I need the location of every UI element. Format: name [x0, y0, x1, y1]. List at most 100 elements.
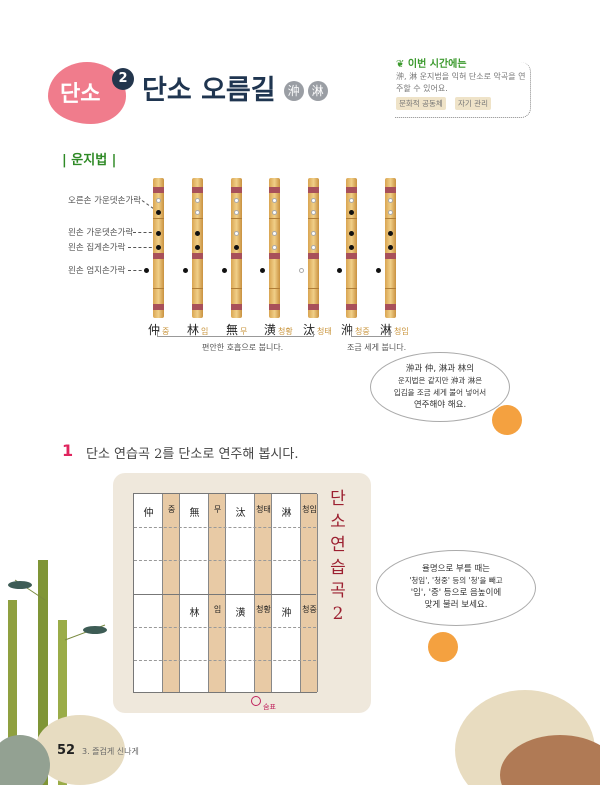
jeongganbo-score: 仲 중 無 무 汰 청태 淋 청임 林 임 潢 청황 㳞 청중: [133, 493, 318, 693]
goal-title-text: 이번 시간에는: [407, 59, 467, 70]
note-reading: 청임: [394, 327, 409, 336]
score-cell: 청황: [256, 605, 271, 614]
danso-flute: [346, 178, 357, 318]
finger-hole-open: [272, 210, 277, 215]
flute-node: [153, 218, 164, 219]
score-cell: 淋: [281, 508, 292, 519]
flute-node: [269, 288, 280, 289]
note-hanja: 林: [187, 323, 200, 337]
danso-flute: [385, 178, 396, 318]
flute-band: [269, 304, 280, 310]
finger-hole-closed: [349, 245, 354, 250]
flute-band: [153, 304, 164, 310]
note-label: 汰 청태: [303, 321, 332, 338]
flute-band: [269, 187, 280, 193]
breath-mark-icon: [251, 696, 261, 706]
flute-node: [231, 218, 242, 219]
finger-hole-open: [349, 198, 354, 203]
score-title: 단소 연습곡 2: [326, 488, 350, 626]
note-label: 潢 청황: [264, 321, 293, 338]
flute-band: [153, 253, 164, 259]
flute-node: [346, 288, 357, 289]
flute-band: [231, 187, 242, 193]
score-column: [255, 494, 272, 692]
speech-bubble: 㳞과 仲, 淋과 林의 운지법은 같지만 㳞과 淋은 입김을 조금 세게 불어 넣어…: [370, 352, 510, 422]
note-reading: 임: [201, 327, 209, 336]
score-column: [226, 494, 255, 692]
finger-label: 오른손 가운뎃손가락: [68, 196, 142, 206]
score-row-line: [134, 527, 316, 528]
flute-node: [308, 218, 319, 219]
score-cell: 청임: [302, 505, 317, 514]
score-row-line: [134, 594, 316, 595]
flute-band: [346, 187, 357, 193]
danso-flute: [269, 178, 280, 318]
flute-band: [231, 304, 242, 310]
flute-band: [385, 304, 396, 310]
score-column: [134, 494, 163, 692]
flute-node: [269, 218, 280, 219]
flute-band: [231, 253, 242, 259]
finger-hole-open: [272, 231, 277, 236]
thumb-hole-closed: [260, 268, 265, 273]
finger-hole-open: [272, 245, 277, 250]
thumb-hole-closed: [222, 268, 227, 273]
finger-hole-open: [311, 231, 316, 236]
bracket: [351, 331, 391, 337]
chapter-title: 3. 즐겁게 신나게: [82, 747, 139, 756]
thumb-hole-closed: [376, 268, 381, 273]
score-column: [209, 494, 226, 692]
finger-hole-open: [388, 210, 393, 215]
flute-band: [192, 253, 203, 259]
score-row-line: [134, 627, 316, 628]
finger-hole-open: [388, 198, 393, 203]
thumb-hole-closed: [337, 268, 342, 273]
leader-line: [133, 232, 157, 233]
score-cell: 㳞: [281, 608, 292, 619]
bubble-line: 연주해야 해요.: [413, 400, 467, 410]
flute-node: [346, 218, 357, 219]
flute-band: [153, 187, 164, 193]
flute-band: [308, 253, 319, 259]
leader-line: [141, 200, 154, 209]
goal-title: ❦ 이번 시간에는: [396, 55, 470, 70]
note-reading: 청중: [355, 327, 370, 336]
finger-hole-open: [234, 198, 239, 203]
finger-hole-closed: [349, 210, 354, 215]
leader-line: [128, 247, 157, 248]
flute-node: [231, 288, 242, 289]
bracket-note: 편안한 호흡으로 붑니다.: [202, 343, 284, 352]
note-hanja: 㳞: [341, 323, 354, 337]
hanja-badge: 㳞: [283, 80, 304, 101]
lesson-number: 2: [112, 68, 134, 90]
thumb-hole-closed: [183, 268, 188, 273]
thumb-hole-open: [299, 268, 304, 273]
finger-hole-open: [234, 210, 239, 215]
note-reading: 중: [162, 327, 170, 336]
finger-hole-closed: [388, 231, 393, 236]
finger-hole-open: [234, 231, 239, 236]
flute-node: [192, 218, 203, 219]
sprout-icon: ❦: [396, 59, 408, 70]
thumb-hole-closed: [144, 268, 149, 273]
breath-mark-label: 숨표: [263, 703, 276, 711]
flute-band: [308, 304, 319, 310]
question-text: 단소 연습곡 2를 단소로 연주해 봅시다.: [86, 447, 299, 462]
page-title: 단소 오름길: [142, 75, 276, 106]
score-column: [180, 494, 209, 692]
finger-hole-open: [311, 198, 316, 203]
finger-hole-closed: [156, 210, 161, 215]
note-reading: 무: [240, 327, 248, 336]
danso-flute: [231, 178, 242, 318]
score-cell: 임: [213, 605, 222, 614]
flute-band: [346, 304, 357, 310]
score-title-text: 단소 연습곡 2: [330, 489, 346, 624]
goal-text: 㳞, 淋 운지법을 익혀 단소로 악곡을 연주할 수 있어요.: [396, 72, 526, 93]
score-row-line: [134, 560, 316, 561]
finger-hole-closed: [195, 231, 200, 236]
bubble-line: 입김을 조금 세게 불어 넣어서: [393, 388, 487, 397]
finger-hole-closed: [156, 245, 161, 250]
finger-hole-open: [311, 210, 316, 215]
finger-hole-closed: [234, 245, 239, 250]
score-cell: 무: [213, 505, 222, 514]
